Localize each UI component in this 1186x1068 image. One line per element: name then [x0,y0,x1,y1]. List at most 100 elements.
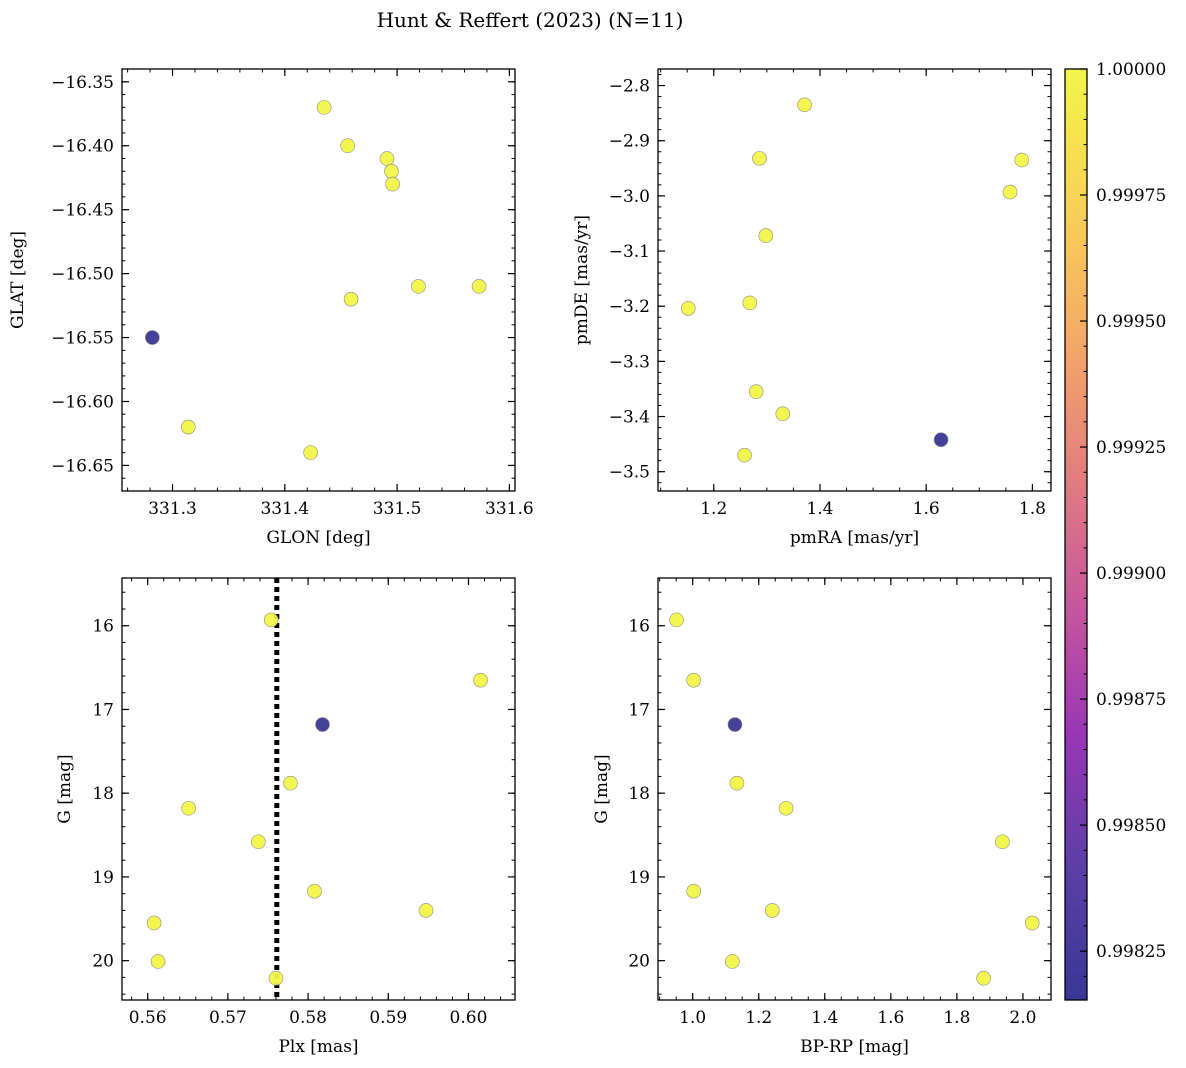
data-point [384,164,399,179]
y-tick-label: 16 [92,617,114,637]
data-point [146,915,162,931]
x-tick-label: 0.59 [369,1008,407,1028]
colorbar-tick-label: 0.99875 [1096,690,1166,710]
data-point [145,330,160,345]
panels: 331.3 331.4 331.5 331.6 −16.35 −16.40 −16.45 −1… [8,68,1052,1057]
data-point [263,612,279,628]
axes-frame [657,68,1052,492]
panel-proper-motion: 1.2 1.4 1.6 1.8 −2.8 −2.9 −3.0 −3.1 −3.2 −3.3 −3.4… [572,68,1052,548]
colorbar-gradient [1064,68,1088,1001]
data-point [669,612,684,628]
data-point [737,447,752,463]
colorbar-tick-label: 0.99950 [1096,312,1166,332]
data-point [340,138,355,154]
data-point [727,717,743,732]
y-tick-label: 16 [628,617,650,637]
data-point [1014,152,1030,168]
x-tick-label: 331.6 [485,499,534,519]
data-point [411,279,426,294]
y-tick-label: 18 [628,784,650,804]
data-point [752,151,767,166]
data-point [680,301,696,316]
data-point [473,672,488,688]
data-point [976,970,991,986]
y-tick-label: −3.5 [609,463,650,483]
colorbar-tick-label: 0.99900 [1096,564,1166,584]
panel-parallax-magnitude: 0.56 0.57 0.58 0.59 0.60 16 17 18 19 20 Plx [mas] G… [55,577,516,1057]
x-tick-label: 1.8 [943,1008,970,1028]
x-tick-label: 0.57 [209,1008,247,1028]
y-tick-label: −3.3 [609,352,650,372]
y-tick-label: 19 [628,868,650,888]
colorbar-tick-label: 0.99850 [1096,816,1166,836]
y-tick-label: −16.65 [51,456,114,476]
x-tick-label: 1.6 [877,1008,904,1028]
y-axis-label: GLAT [deg] [8,231,28,329]
axes-frame [121,68,516,492]
y-tick-label: −16.60 [51,392,114,412]
x-axis-label: pmRA [mas/yr] [790,528,919,548]
colorbar-tick-label: 0.99825 [1096,942,1166,962]
data-point [315,717,330,732]
y-tick-label: 20 [92,952,114,972]
x-axis-label: GLON [deg] [266,528,370,548]
data-point [778,800,794,816]
data-point [725,954,740,969]
data-point [797,97,812,113]
data-point [933,432,949,447]
data-point [283,775,298,791]
y-axis-label: pmDE [mas/yr] [572,215,592,345]
x-axis-label: Plx [mas] [278,1037,358,1057]
data-point [379,151,395,166]
data-point [303,445,318,460]
data-point [1002,184,1018,200]
y-tick-label: −3.2 [609,297,650,317]
x-tick-label: 0.56 [129,1008,167,1028]
y-tick-label: 19 [92,868,114,888]
x-tick-label: 1.0 [679,1008,706,1028]
y-tick-label: 18 [92,784,114,804]
x-tick-label: 1.6 [913,499,940,519]
x-axis-label: BP-RP [mag] [800,1037,909,1057]
data-point [268,970,284,986]
y-tick-label: −16.50 [51,265,114,285]
y-tick-label: 17 [628,700,650,720]
y-tick-label: −16.35 [51,73,114,93]
x-tick-label: 331.5 [373,499,422,519]
data-point [316,100,332,115]
data-point [471,279,487,294]
data-point [686,672,701,688]
y-tick-label: 17 [92,700,114,720]
x-tick-label: 331.4 [260,499,309,519]
data-point [995,834,1010,850]
data-point [764,903,780,918]
data-point [150,954,166,969]
data-point [343,291,359,307]
data-point [748,384,764,400]
data-point [742,295,758,311]
data-point [758,228,774,243]
y-tick-label: −3.1 [609,242,650,262]
colorbar-tick-label: 1.00000 [1096,60,1166,80]
y-tick-label: −2.9 [609,132,650,152]
x-tick-label: 331.3 [148,499,197,519]
panel-color-magnitude: 1.0 1.2 1.4 1.6 1.8 2.0 16 17 18 19 20 BP-RP [mag] G… [592,577,1052,1057]
figure-title: Hunt & Reffert (2023) (N=11) [377,8,684,32]
data-point [180,419,196,435]
x-tick-label: 1.2 [745,1008,772,1028]
y-tick-label: −2.8 [609,77,650,97]
data-point [1024,915,1040,931]
y-tick-label: 20 [628,952,650,972]
y-tick-label: −3.0 [609,187,650,207]
y-axis-label: G [mag] [592,754,612,823]
colorbar: 0.99825 0.99850 0.99875 0.99900 0.99925 0.999… [1064,60,1166,1001]
x-tick-label: 1.4 [811,1008,838,1028]
data-point [775,406,791,422]
y-tick-label: −16.55 [51,329,114,349]
colorbar-tick-label: 0.99925 [1096,438,1166,458]
y-tick-label: −16.45 [51,201,114,221]
x-tick-label: 1.4 [806,499,833,519]
x-tick-label: 1.2 [700,499,727,519]
axes-frame [657,577,1052,1001]
